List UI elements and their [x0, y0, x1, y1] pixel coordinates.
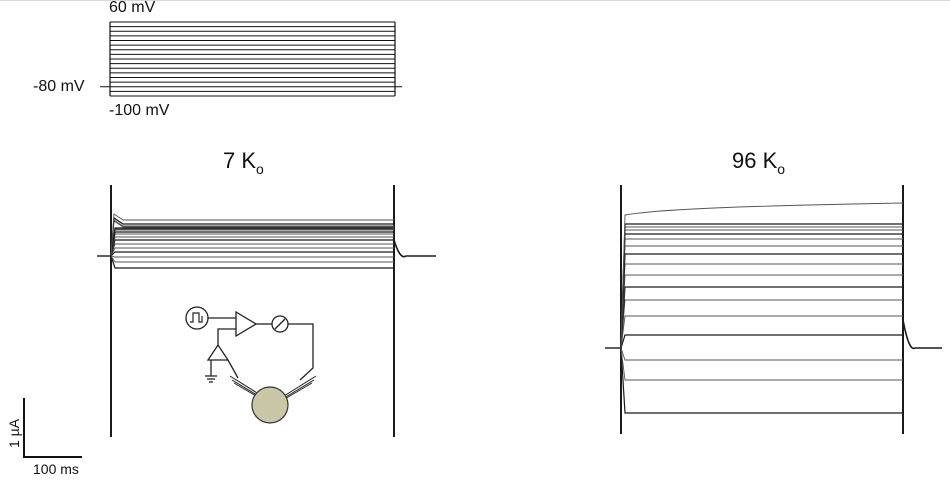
panel-title-7-ko: 7 Ko: [223, 148, 264, 177]
protocol-label-hold: -80 mV: [33, 78, 85, 95]
voltage-protocol: [100, 21, 402, 97]
panel-96-ko: [605, 185, 942, 434]
wire-amp-feedback: [217, 328, 236, 345]
current-trace-2: [110, 255, 394, 258]
current-trace-10: [620, 245, 903, 349]
current-trace-1: [110, 255, 394, 263]
current-trace-16: [110, 213, 394, 257]
current-trace-0: [620, 347, 903, 414]
current-trace-0: [110, 255, 394, 269]
current-trace-3: [110, 251, 394, 257]
current-trace-15: [620, 223, 903, 349]
current-trace-3: [620, 334, 903, 349]
amplifier-icon: [235, 310, 258, 338]
panel-title-96-ko-sub: o: [777, 161, 786, 177]
protocol-label-bottom: -100 mV: [109, 102, 170, 119]
pulse-generator-icon: [185, 306, 209, 330]
meter-icon: [271, 315, 289, 333]
oocyte-cell-icon: [251, 386, 289, 424]
current-trace-11: [620, 238, 903, 349]
scale-bar: [23, 398, 82, 458]
current-trace-16: [620, 202, 904, 349]
scale-time-label: 100 ms: [33, 461, 79, 477]
voltage-follower-icon: [206, 343, 230, 361]
current-trace-2: [620, 347, 903, 361]
two-electrode-clamp-schematic: [185, 306, 317, 424]
ground-icon: [205, 360, 217, 383]
scale-current-label: 1 µA: [6, 418, 22, 448]
panel-title-96-ko-main: 96 K: [732, 148, 778, 173]
tail-current: [393, 239, 436, 258]
current-trace-12: [620, 233, 903, 349]
wire-follower-to-voltage-electrode: [227, 359, 239, 379]
current-trace-13: [620, 229, 903, 349]
panel-7-ko: [97, 185, 436, 437]
current-trace-1: [620, 347, 903, 381]
current-trace-5: [110, 243, 394, 257]
current-trace-6: [620, 286, 903, 349]
current-trace-9: [620, 253, 903, 349]
wire-meter-to-current-electrode: [288, 323, 314, 381]
current-trace-4: [620, 315, 903, 349]
protocol-label-top: 60 mV: [109, 0, 156, 16]
current-trace-14: [110, 219, 394, 257]
panel-title-7-ko-main: 7 K: [223, 148, 257, 173]
current-trace-7: [620, 274, 903, 349]
tail-current: [902, 319, 942, 350]
panel-title-96-ko: 96 Ko: [732, 148, 786, 177]
current-electrode-icon: [282, 375, 317, 401]
panel-title-7-ko-sub: o: [256, 161, 264, 177]
current-trace-5: [620, 299, 903, 349]
